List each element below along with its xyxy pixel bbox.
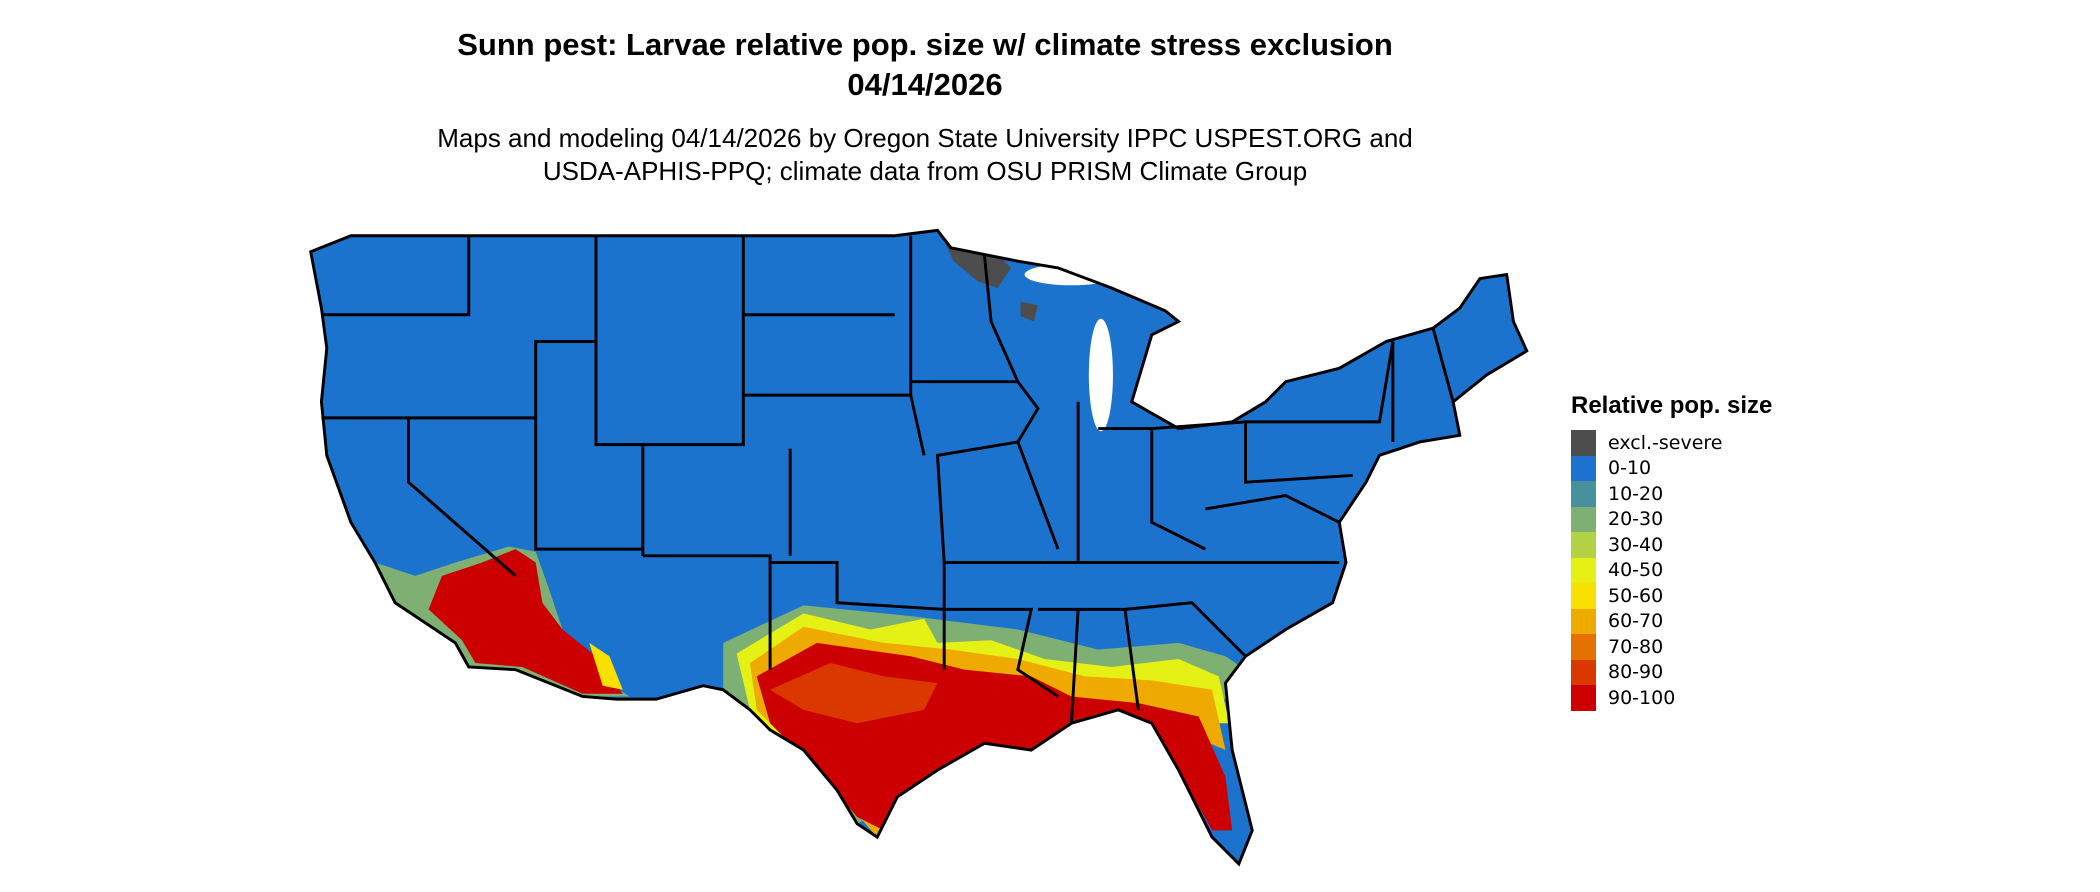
legend-swatch — [1571, 659, 1596, 685]
legend-item: 90-100 — [1571, 685, 1772, 711]
legend-swatch — [1571, 532, 1596, 558]
legend-label: 20-30 — [1608, 508, 1664, 531]
legend-swatch — [1571, 430, 1596, 456]
legend-swatch — [1571, 583, 1596, 609]
legend-item: 10-20 — [1571, 481, 1772, 507]
lake-michigan — [1088, 318, 1113, 432]
zone-excluded-wi — [1020, 301, 1038, 322]
lake-erie — [1207, 388, 1271, 416]
legend-label: 30-40 — [1608, 533, 1664, 556]
map-credit-line-2: USDA-APHIS-PPQ; climate data from OSU PR… — [542, 156, 1308, 186]
legend-label: 60-70 — [1608, 610, 1664, 633]
zone-sw-red — [428, 549, 623, 694]
legend-swatch — [1571, 506, 1596, 532]
legend-item: 60-70 — [1571, 608, 1772, 634]
legend-swatch — [1571, 608, 1596, 634]
legend-swatch — [1571, 455, 1596, 481]
legend-label: 40-50 — [1608, 559, 1664, 582]
legend-item: 30-40 — [1571, 532, 1772, 558]
zone-80-90 — [770, 662, 938, 724]
zone-sw-yellow — [589, 642, 623, 690]
legend: Relative pop. size excl.-severe 0-10 10-20… — [1571, 392, 1772, 711]
legend-item: 40-50 — [1571, 557, 1772, 583]
legend-item: excl.-severe — [1571, 430, 1772, 456]
legend-swatch — [1571, 634, 1596, 660]
legend-item: 80-90 — [1571, 659, 1772, 685]
legend-swatch — [1571, 557, 1596, 583]
legend-title: Relative pop. size — [1571, 392, 1773, 419]
legend-label: 10-20 — [1608, 482, 1664, 505]
legend-label: 50-60 — [1608, 584, 1664, 607]
legend-item: 0-10 — [1571, 455, 1772, 481]
suitability-zones — [375, 241, 1246, 838]
legend-item: 20-30 — [1571, 506, 1772, 532]
state-borders — [309, 228, 1529, 866]
legend-label: 90-100 — [1608, 686, 1676, 709]
legend-swatch — [1571, 685, 1596, 711]
legend-label: 70-80 — [1608, 635, 1664, 658]
legend-label: 80-90 — [1608, 661, 1664, 684]
map-credit-line-1: Maps and modeling 04/14/2026 by Oregon S… — [437, 123, 1413, 153]
legend-label: 0-10 — [1608, 457, 1652, 480]
legend-item: 50-60 — [1571, 583, 1772, 609]
legend-label: excl.-severe — [1608, 431, 1723, 454]
map-title: Sunn pest: Larvae relative pop. size w/ … — [457, 27, 1393, 62]
legend-swatch — [1571, 481, 1596, 507]
map-date: 04/14/2026 — [847, 67, 1003, 102]
lake-superior — [1024, 263, 1119, 286]
legend-item: 70-80 — [1571, 634, 1772, 660]
